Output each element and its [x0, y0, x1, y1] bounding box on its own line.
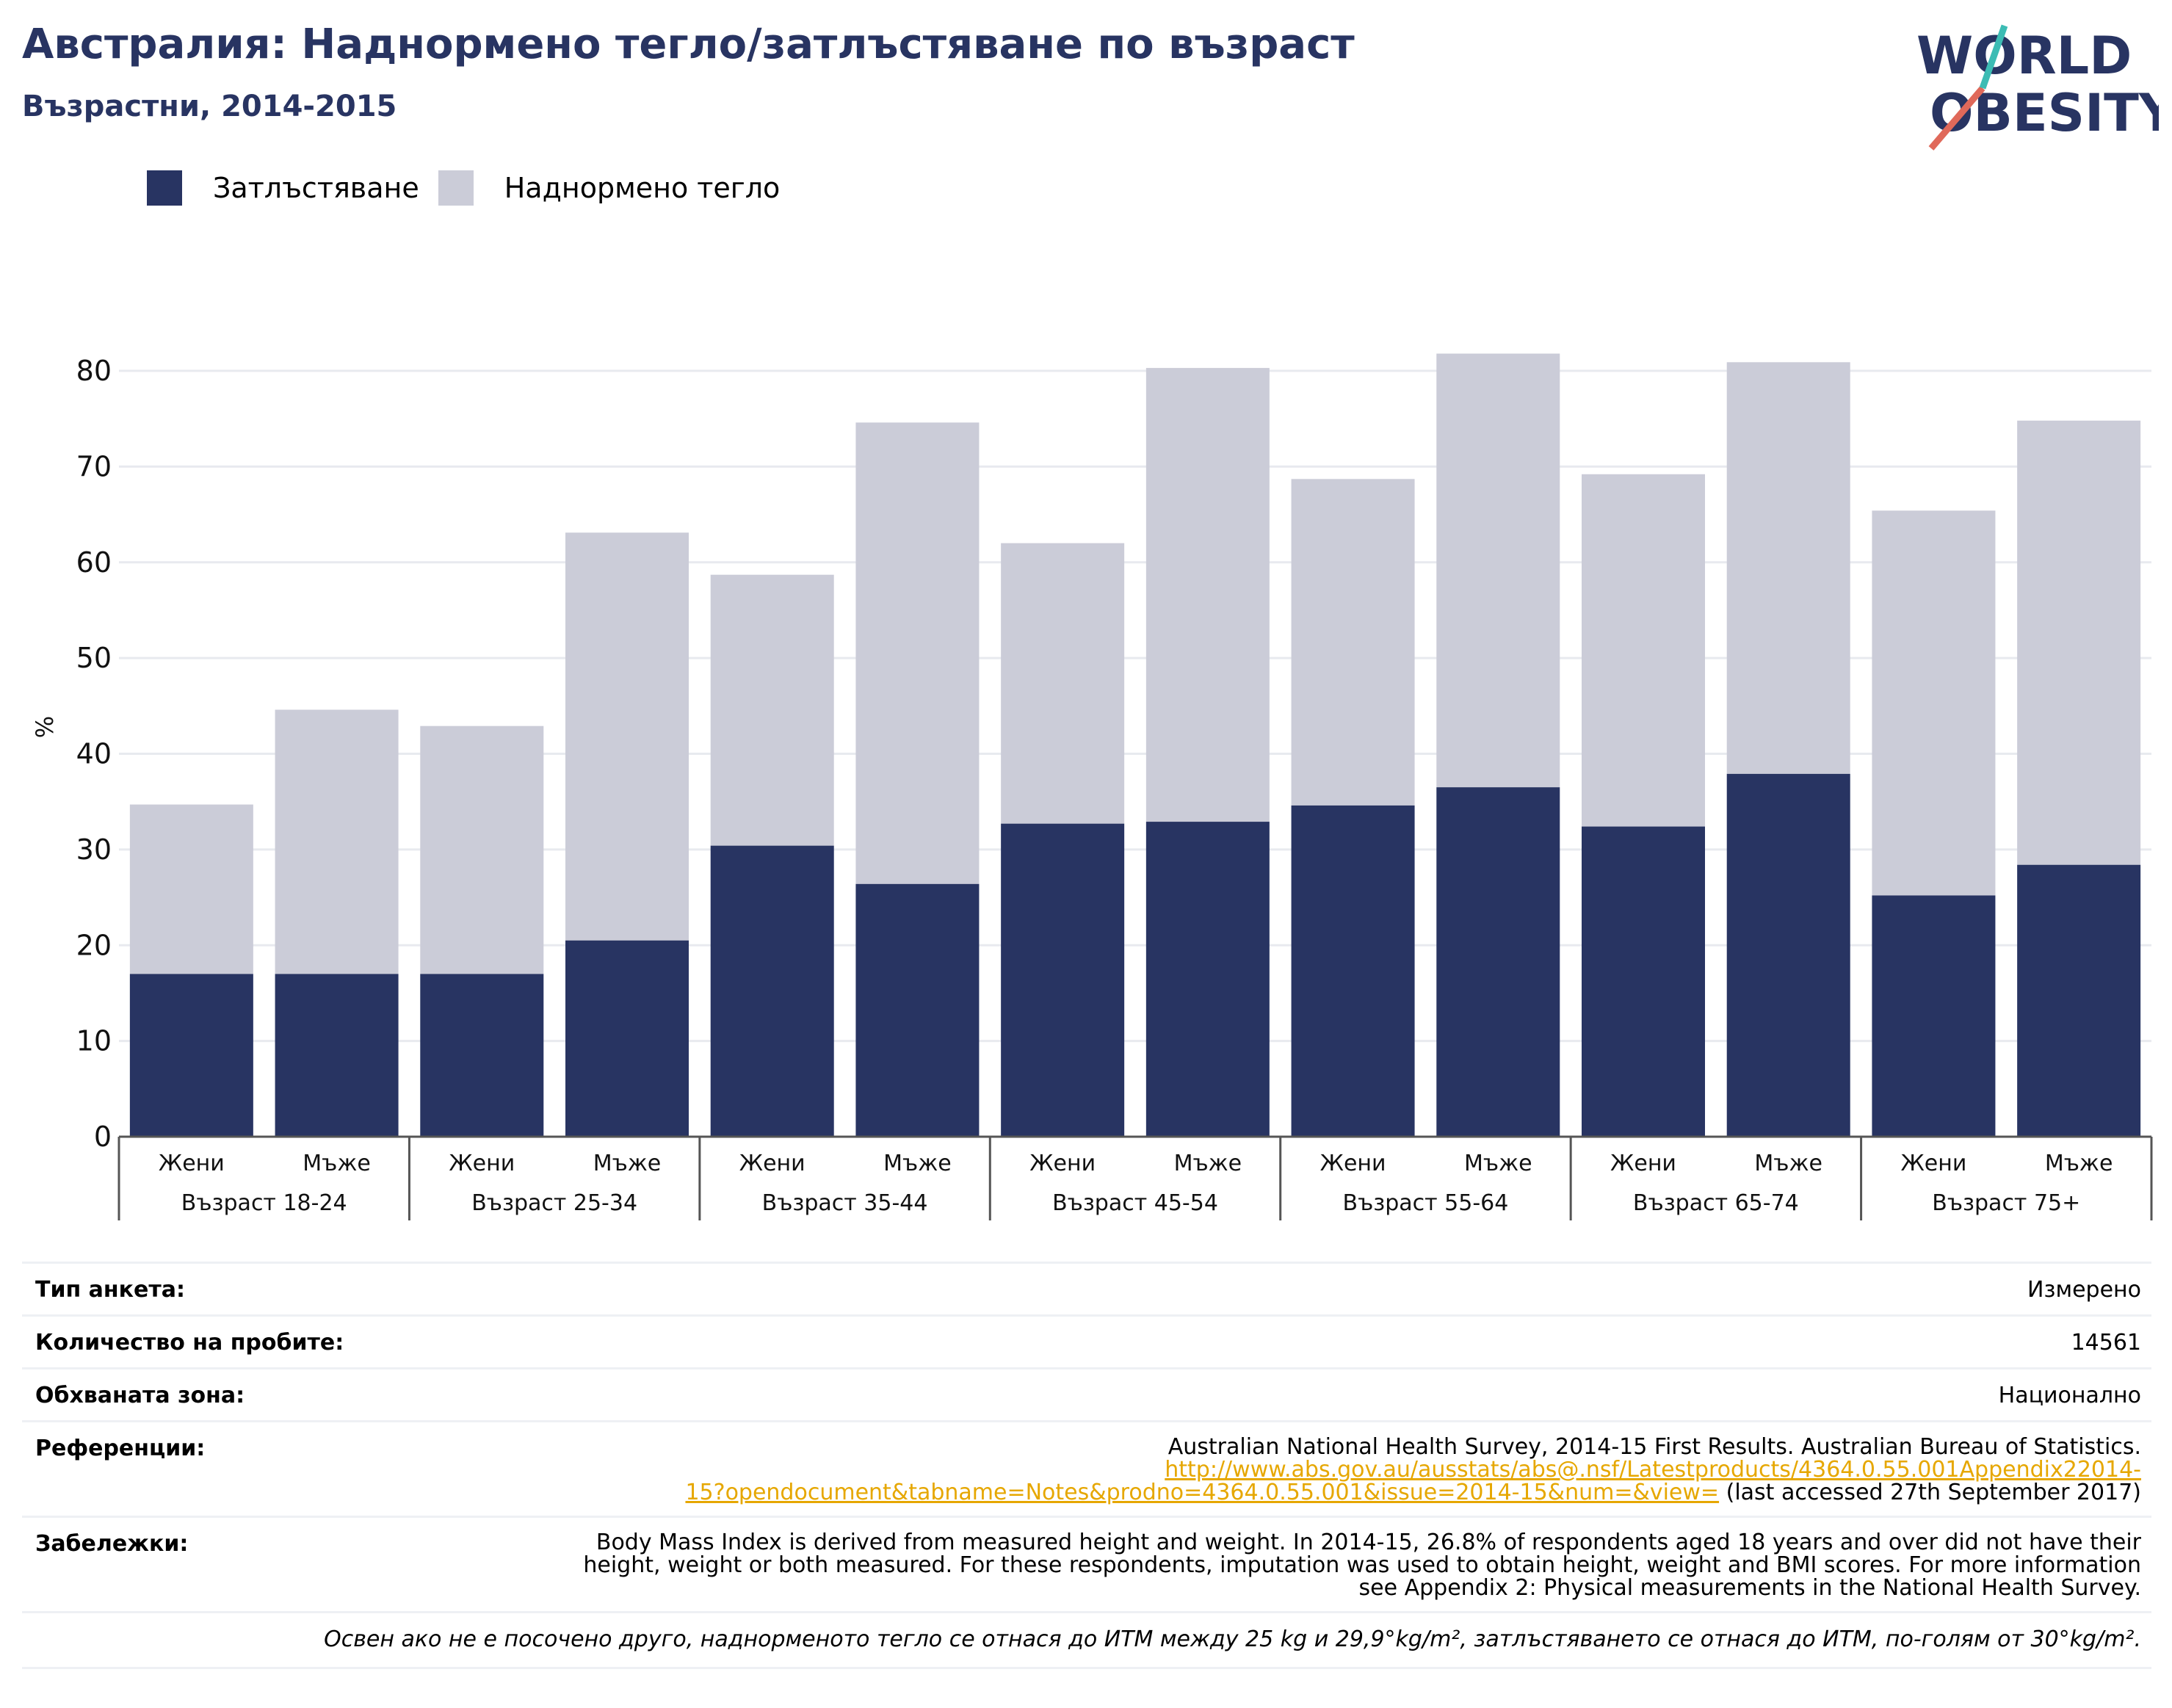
y-tick-label: 70 [76, 450, 112, 482]
bar-obesity [1726, 773, 1850, 1137]
notes-line-2: height, weight or both measured. For the… [583, 1552, 2141, 1578]
x-category-label: Жени [449, 1151, 515, 1176]
y-tick-label: 30 [76, 833, 112, 866]
x-category-label: Жени [1610, 1151, 1676, 1176]
info-row-notes: Забележки: Body Mass Index is derived fr… [22, 1516, 2151, 1611]
bar-overweight [710, 574, 834, 846]
bar-overweight [1291, 479, 1415, 806]
legend-swatch-obesity [147, 170, 182, 206]
legend-swatch-overweight [438, 170, 474, 206]
world-obesity-logo: WORLD OBESITY [1916, 24, 2159, 151]
bar-overweight [855, 422, 980, 884]
bar-overweight [275, 709, 399, 974]
info-row-survey-type: Тип анкета: Измерено [22, 1262, 2151, 1314]
bar-obesity [1145, 822, 1270, 1137]
area-label: Обхваната зона: [35, 1383, 245, 1408]
x-category-label: Жени [159, 1151, 225, 1176]
y-tick-label: 0 [94, 1121, 112, 1153]
bar-obesity [710, 845, 834, 1137]
survey-type-value: Измерено [2027, 1277, 2141, 1303]
references-label: Референции: [35, 1436, 206, 1461]
y-tick-label: 80 [76, 355, 112, 387]
y-tick-label: 50 [76, 642, 112, 674]
bar-overweight [1872, 510, 1996, 896]
x-group-label: Възраст 25-34 [471, 1190, 637, 1216]
bar-overweight [1582, 474, 1705, 827]
y-tick-label: 40 [76, 738, 112, 770]
bar-overweight [2017, 420, 2141, 865]
info-row-sample-size: Количество на пробите: 14561 [22, 1314, 2151, 1367]
notes-line-3: see Appendix 2: Physical measurements in… [1358, 1575, 2141, 1601]
bar-obesity [2017, 864, 2141, 1137]
bar-overweight [1145, 368, 1270, 822]
references-value: Australian National Health Survey, 2014-… [685, 1436, 2141, 1504]
references-link-part-1[interactable]: http://www.abs.gov.au/ausstats/abs@.nsf/… [1165, 1457, 2141, 1483]
legend-label-obesity: Затлъстяване [213, 172, 419, 204]
notes-line-1: Body Mass Index is derived from measured… [596, 1530, 2141, 1555]
notes-value: Body Mass Index is derived from measured… [583, 1531, 2141, 1599]
x-group-label: Възраст 45-54 [1052, 1190, 1218, 1216]
survey-type-label: Тип анкета: [35, 1277, 185, 1303]
x-category-label: Жени [739, 1151, 806, 1176]
sample-size-value: 14561 [2071, 1330, 2141, 1356]
y-axis-label: % [31, 716, 59, 738]
logo-slash-red [1928, 86, 1985, 151]
bar-obesity [855, 883, 980, 1137]
bar-obesity [565, 940, 689, 1137]
x-group-label: Възраст 18-24 [181, 1190, 347, 1216]
bar-obesity [1001, 823, 1125, 1137]
info-row-references: Референции: Australian National Health S… [22, 1420, 2151, 1516]
logo-line-1: WORLD [1916, 26, 2132, 86]
bar-obesity [1582, 826, 1705, 1137]
bar-overweight [1726, 362, 1850, 774]
x-category-label: Жени [1320, 1151, 1386, 1176]
x-category-label: Мъже [1754, 1151, 1822, 1176]
bar-obesity [420, 974, 544, 1137]
bmi-footnote: Освен ако не е посочено друго, наднормен… [22, 1611, 2151, 1669]
bar-overweight [129, 804, 253, 974]
x-group-label: Възраст 65-74 [1633, 1190, 1799, 1216]
x-category-label: Мъже [1174, 1151, 1242, 1176]
logo-line-2: OBESITY [1930, 83, 2159, 143]
x-group-label: Възраст 35-44 [762, 1190, 928, 1216]
bar-overweight [420, 725, 544, 974]
references-accessed: (last accessed 27th September 2017) [1719, 1480, 2141, 1505]
bar-obesity [1436, 787, 1560, 1137]
bar-obesity [275, 974, 399, 1137]
sample-size-label: Количество на пробите: [35, 1330, 344, 1356]
x-category-label: Мъже [593, 1151, 662, 1176]
info-row-area: Обхваната зона: Национално [22, 1367, 2151, 1420]
references-link-part-2[interactable]: 15?opendocument&tabname=Notes&prodno=436… [685, 1480, 1720, 1505]
notes-label: Забележки: [35, 1531, 189, 1557]
bar-obesity [129, 974, 253, 1137]
x-category-label: Жени [1900, 1151, 1966, 1176]
bar-overweight [565, 532, 689, 941]
bar-overweight [1001, 543, 1125, 824]
x-category-label: Мъже [883, 1151, 952, 1176]
references-text: Australian National Health Survey, 2014-… [1168, 1434, 2141, 1460]
bar-overweight [1436, 353, 1560, 788]
x-category-label: Мъже [1464, 1151, 1532, 1176]
legend-label-overweight: Наднормено тегло [504, 172, 781, 204]
stacked-bar-chart: 0 10 20 30 40 50 60 70 80% Жени Мъже Жени Мъже Жени Мъ… [31, 353, 2153, 1220]
x-group-label: Възраст 75+ [1932, 1190, 2080, 1216]
y-tick-label: 20 [76, 929, 112, 961]
x-category-label: Мъже [2045, 1151, 2113, 1176]
x-category-label: Мъже [303, 1151, 371, 1176]
bar-obesity [1872, 895, 1996, 1137]
y-tick-label: 60 [76, 546, 112, 579]
x-category-label: Жени [1029, 1151, 1096, 1176]
survey-info-table: Тип анкета: Измерено Количество на проби… [22, 1262, 2151, 1669]
bar-obesity [1291, 805, 1415, 1137]
logo-slash-teal [1979, 24, 2008, 90]
y-tick-label: 10 [76, 1025, 112, 1057]
x-group-label: Възраст 55-64 [1343, 1190, 1509, 1216]
page-subtitle: Възрастни, 2014-2015 [22, 90, 397, 123]
page-title: Австралия: Наднормено тегло/затлъстяване… [22, 21, 1355, 68]
chart-legend: Затлъстяване Наднормено тегло [147, 166, 799, 210]
area-value: Национално [1998, 1383, 2141, 1408]
